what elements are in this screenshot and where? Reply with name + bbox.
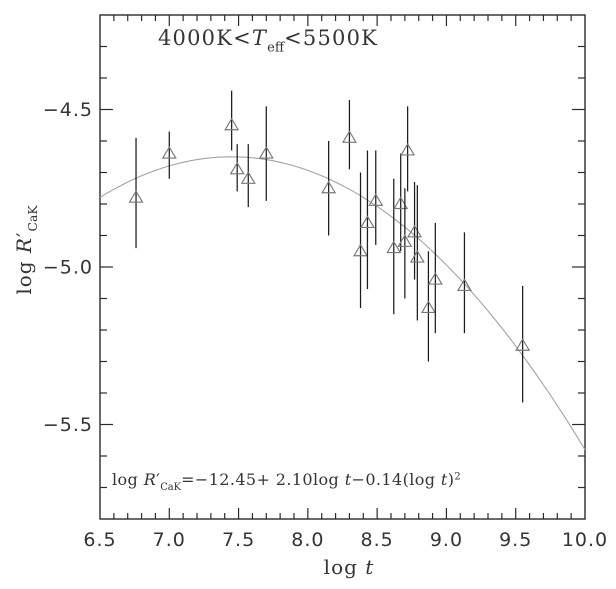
x-tick-label: 9.5: [499, 529, 532, 551]
ytitle-log: log: [11, 253, 36, 295]
triangle-marker: [456, 278, 472, 291]
triangle-marker: [427, 271, 443, 285]
eq-cak-subscript: CaK: [160, 481, 182, 493]
xtitle-log: log: [323, 555, 366, 579]
triangle-marker: [240, 171, 256, 184]
x-tick-label: 8.0: [291, 529, 324, 551]
x-tick-label: 10.0: [562, 529, 608, 551]
fit-curve: [99, 156, 586, 450]
triangle-marker: [420, 300, 436, 314]
y-tick-label: −5.5: [43, 414, 93, 436]
triangle-marker: [368, 193, 384, 206]
plot-frame: [99, 14, 586, 520]
eq-t-symbol-2: t: [440, 470, 448, 489]
triangle-marker: [229, 161, 245, 175]
fit-equation: log R′CaK=−12.45+ 2.10log t−0.14(log t)2: [112, 470, 461, 493]
eq-coefficients: =−12.45+ 2.10log: [181, 470, 345, 489]
eq-prime: ′: [156, 470, 161, 489]
ytitle-cak-subscript: CaK: [25, 205, 41, 232]
triangle-marker: [224, 117, 240, 131]
xtitle-t-symbol: t: [365, 555, 375, 579]
eq-r-symbol: R: [143, 470, 157, 489]
y-axis-title: log R′CaK: [12, 205, 40, 294]
triangle-marker: [359, 215, 375, 228]
eq-log: log: [112, 470, 144, 489]
annotation-text-2: <5500K: [284, 26, 379, 50]
triangle-marker: [128, 190, 144, 203]
triangle-marker: [515, 338, 531, 351]
x-axis-title: log t: [324, 555, 375, 579]
triangle-marker: [409, 249, 425, 263]
x-tick-label: 7.5: [222, 529, 255, 551]
triangle-marker: [341, 130, 357, 143]
triangle-marker: [258, 145, 274, 159]
triangle-marker: [397, 234, 413, 247]
t-eff-subscript: eff: [267, 40, 285, 56]
eq-t-symbol: t: [344, 470, 352, 489]
triangle-marker: [161, 145, 177, 159]
x-tick-label: 8.5: [361, 529, 394, 551]
temperature-range-annotation: 4000K<Teff<5500K: [158, 26, 378, 56]
x-tick-label: 6.5: [83, 529, 116, 551]
triangle-marker: [386, 240, 402, 254]
triangle-marker: [321, 180, 337, 194]
triangle-marker: [353, 243, 369, 257]
triangle-marker: [400, 142, 416, 156]
triangle-marker: [393, 196, 409, 210]
y-tick-label: −5.0: [43, 257, 93, 279]
annotation-text: 4000K<: [157, 26, 252, 50]
y-tick-label: −4.5: [43, 99, 93, 121]
x-tick-label: 7.0: [153, 529, 186, 551]
ytitle-r-symbol: R: [11, 237, 36, 254]
eq-squared-superscript: 2: [454, 471, 461, 483]
ytitle-prime: ′: [11, 231, 36, 237]
x-tick-label: 9.0: [430, 529, 463, 551]
t-eff-symbol: T: [251, 26, 268, 50]
eq-close-paren: ): [447, 470, 455, 489]
eq-quadratic-term: −0.14(log: [351, 470, 441, 489]
